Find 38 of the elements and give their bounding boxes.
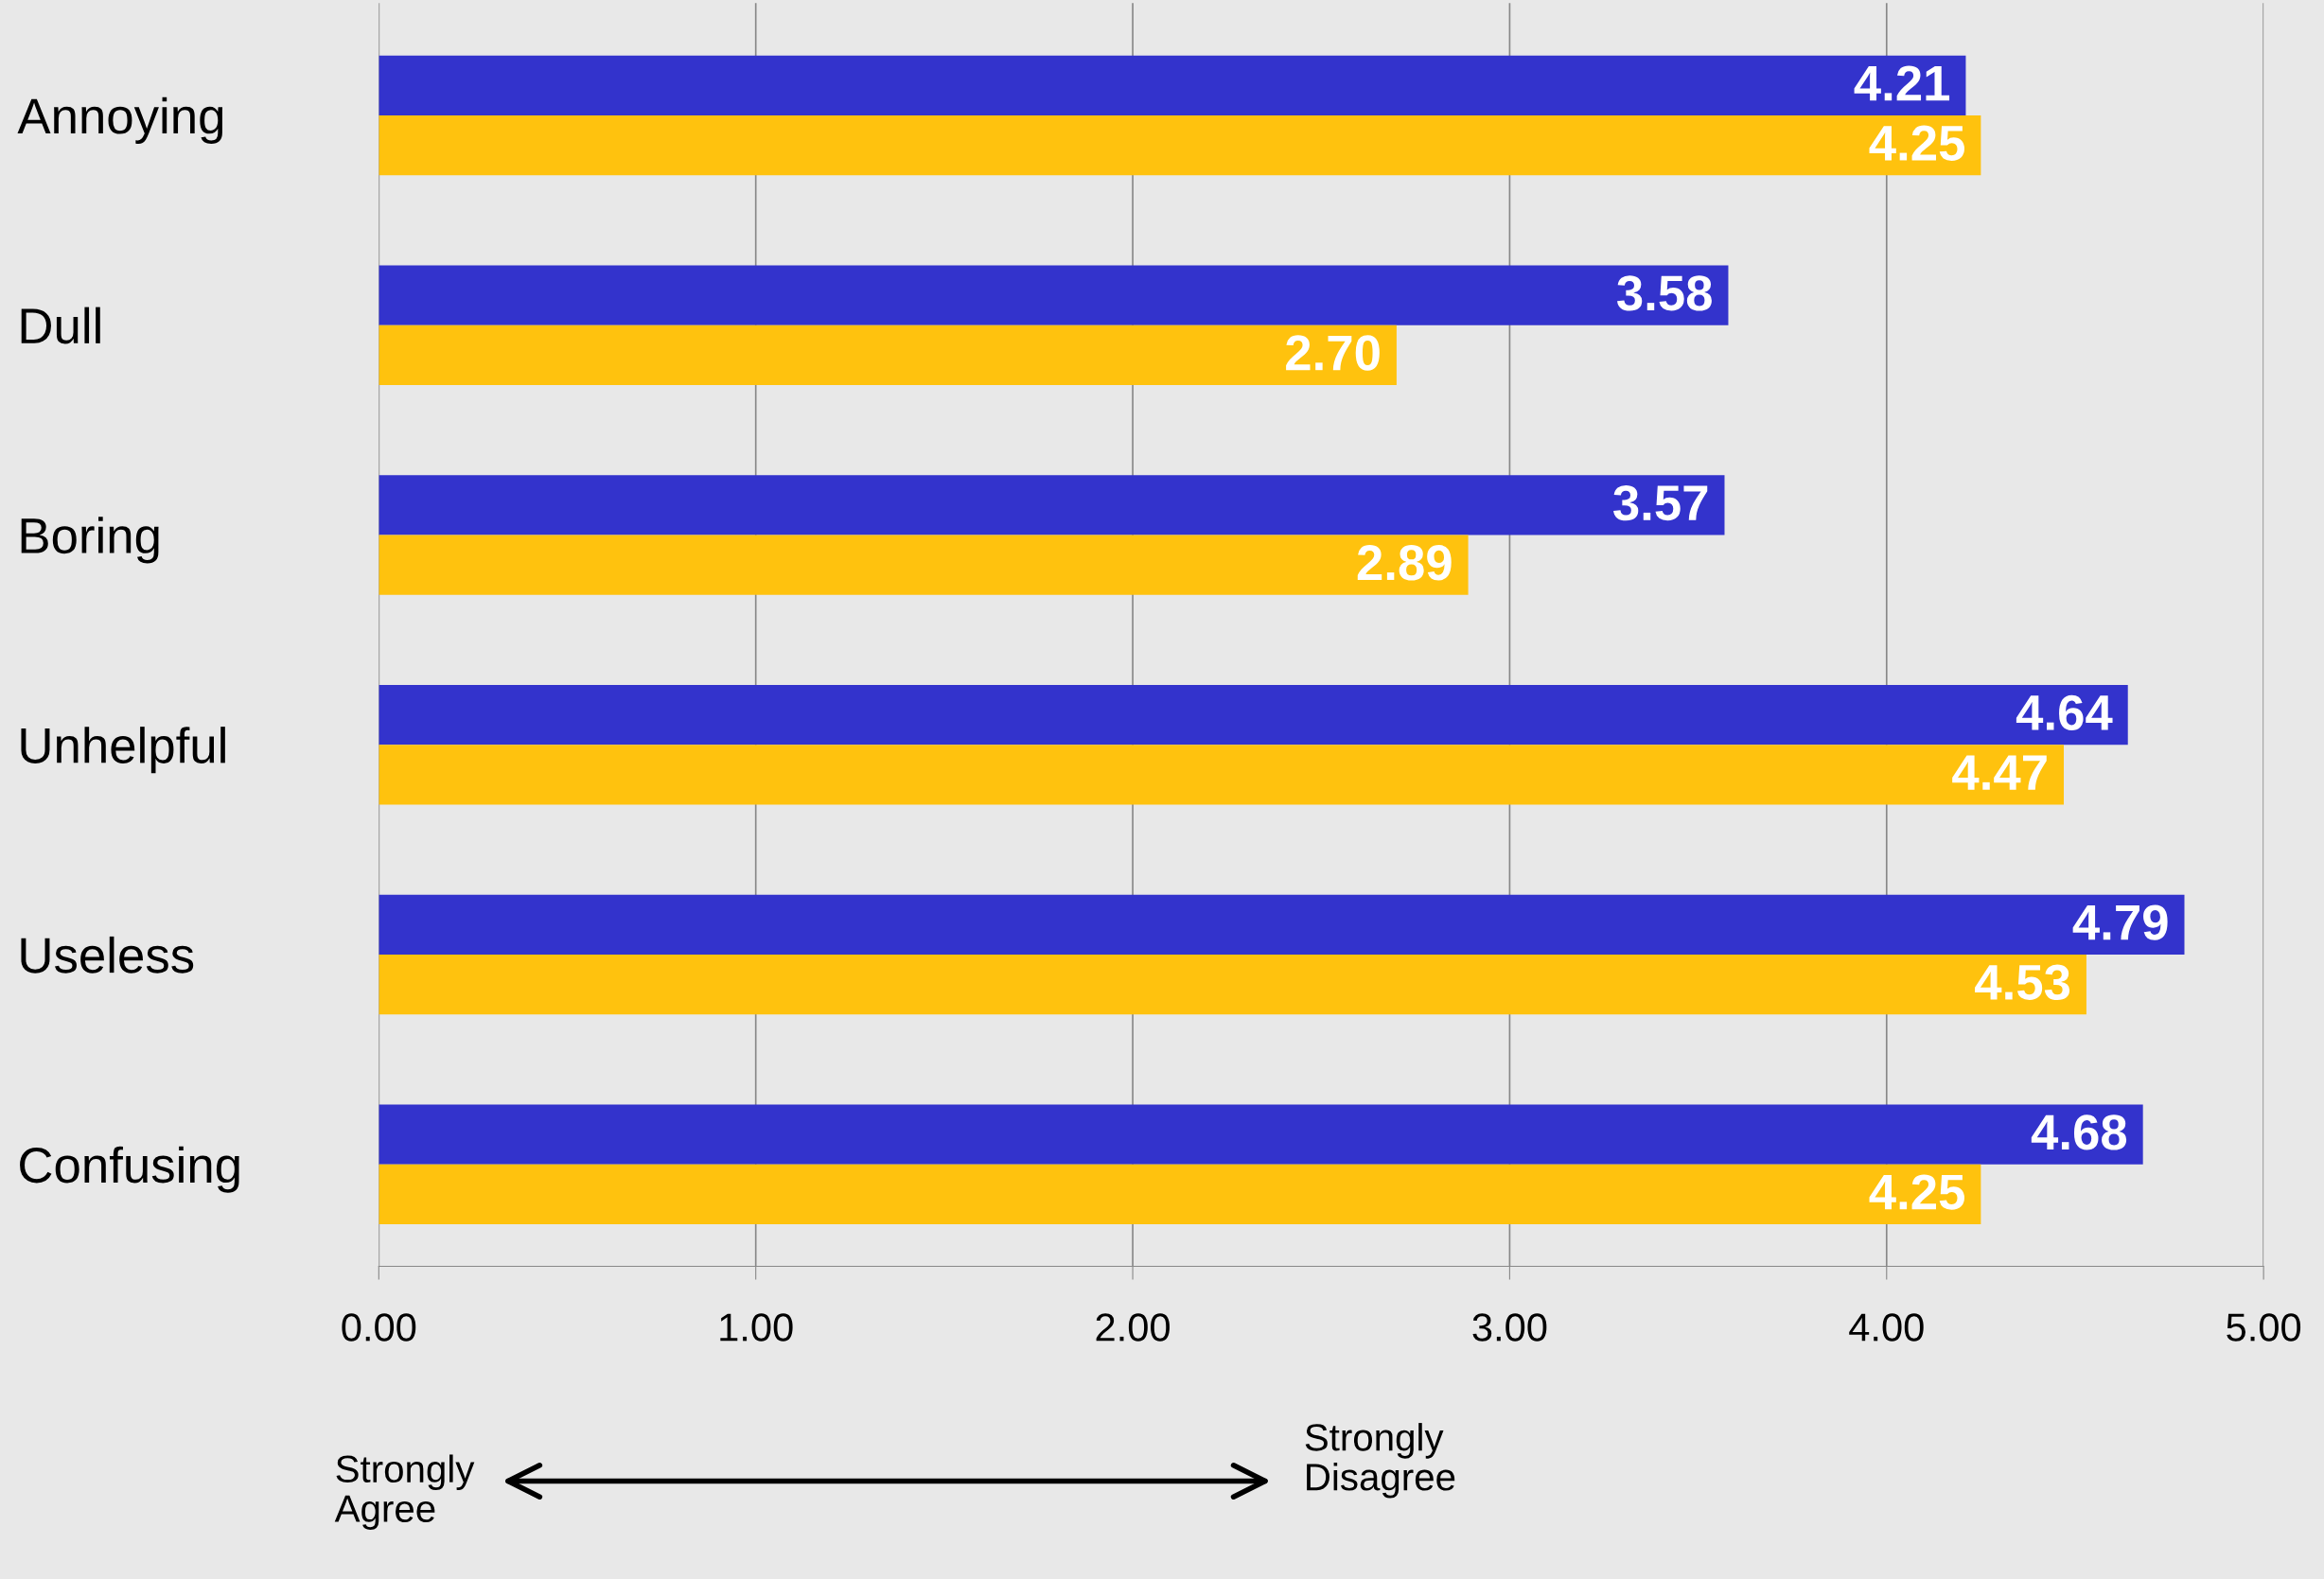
bar (379, 535, 1469, 595)
bar (379, 325, 1397, 385)
bar (379, 55, 1966, 115)
y-tick-label: Boring (21, 517, 159, 564)
data-label: 4.79 (2072, 904, 2168, 940)
bar (379, 265, 1729, 325)
x-tick-label: 4.00 (1849, 1313, 1924, 1342)
data-label: 2.70 (1286, 335, 1380, 371)
x-tick-label: 0.00 (342, 1313, 416, 1342)
data-label: 4.25 (1869, 1174, 1964, 1210)
y-tick-label: Dull (21, 307, 100, 344)
text: Strongly Disagree (1305, 1423, 1455, 1499)
bar (379, 475, 1725, 535)
bar (379, 685, 2128, 746)
data-label: 4.53 (1975, 964, 2070, 1001)
data-label: 2.89 (1357, 545, 1452, 581)
bar (379, 1104, 2143, 1165)
data-label: 4.21 (1854, 65, 1950, 101)
data-label: 4.64 (2016, 694, 2113, 731)
x-tick-label: 2.00 (1096, 1313, 1170, 1342)
x-tick-label: 5.00 (2227, 1313, 2301, 1342)
bar (379, 745, 2065, 805)
bar (379, 114, 1981, 176)
data-label: 4.25 (1869, 125, 1964, 161)
data-label: 3.57 (1613, 484, 1708, 521)
x-tick-label: 3.00 (1472, 1313, 1547, 1342)
data-label: 3.58 (1617, 275, 1712, 311)
y-tick-label: Useless (21, 936, 194, 974)
x-tick-label: 1.00 (720, 1313, 793, 1342)
y-tick-label: Annoying (17, 96, 223, 145)
data-label: 4.68 (2031, 1114, 2127, 1150)
y-tick-label: Confusing (20, 1146, 239, 1193)
data-label: 4.47 (1952, 755, 2047, 790)
bar (379, 1164, 1981, 1224)
bar (379, 894, 2185, 956)
bar (379, 955, 2086, 1015)
text: Strongly Agree (334, 1454, 475, 1530)
y-tick-label: Unhelpful (21, 727, 225, 774)
